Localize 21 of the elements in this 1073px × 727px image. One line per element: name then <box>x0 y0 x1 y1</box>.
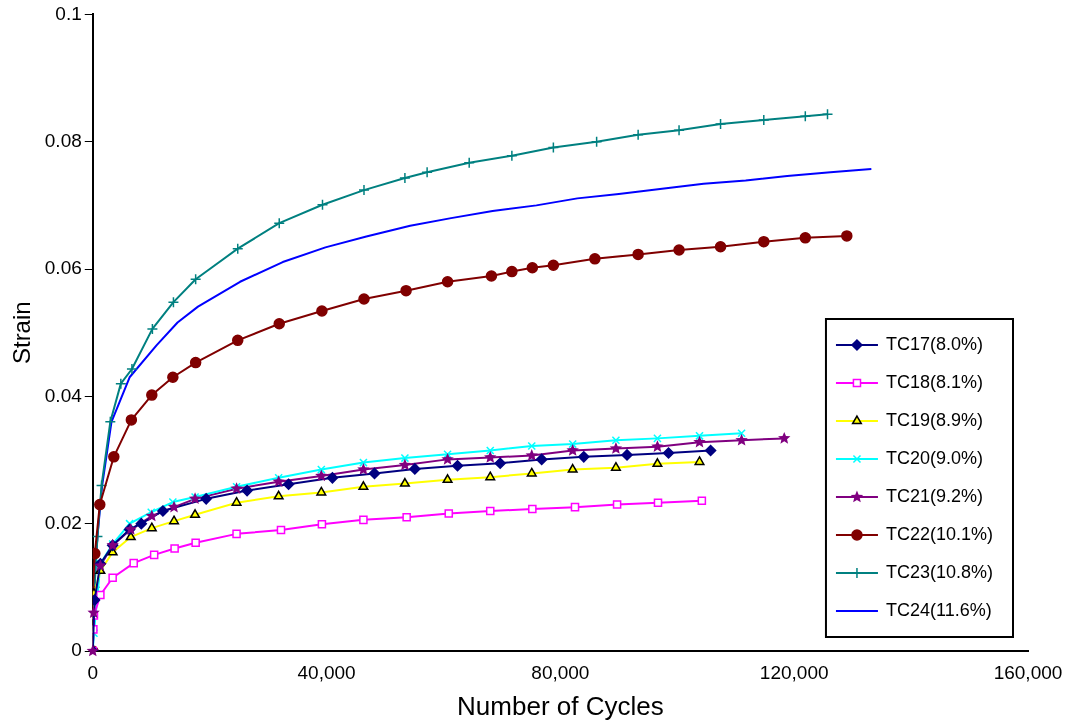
x-tick-label: 40,000 <box>297 661 356 683</box>
legend-label: TC23(10.8%) <box>885 561 993 582</box>
x-tick-label: 160,000 <box>993 661 1063 683</box>
legend-label: TC18(8.1%) <box>885 371 983 392</box>
y-axis-title: Strain <box>8 301 36 365</box>
y-tick-label: 0.02 <box>44 511 82 533</box>
x-tick-label: 80,000 <box>531 661 590 683</box>
legend-label: TC19(8.9%) <box>885 409 983 430</box>
y-tick-label: 0.08 <box>44 129 82 151</box>
legend-label: TC22(10.1%) <box>885 523 993 544</box>
legend-label: TC17(8.0%) <box>885 333 983 354</box>
y-tick-label: 0.06 <box>44 257 82 279</box>
legend-label: TC21(9.2%) <box>885 485 983 506</box>
x-tick-label: 0 <box>87 661 99 683</box>
y-tick-label: 0.04 <box>44 384 83 406</box>
legend-label: TC20(9.0%) <box>885 447 983 468</box>
x-axis-title: Number of Cycles <box>457 690 664 721</box>
legend-label: TC24(11.6%) <box>885 599 992 620</box>
x-tick-label: 120,000 <box>759 661 829 683</box>
y-tick-label: 0 <box>71 639 82 661</box>
y-tick-label: 0.1 <box>55 2 82 24</box>
